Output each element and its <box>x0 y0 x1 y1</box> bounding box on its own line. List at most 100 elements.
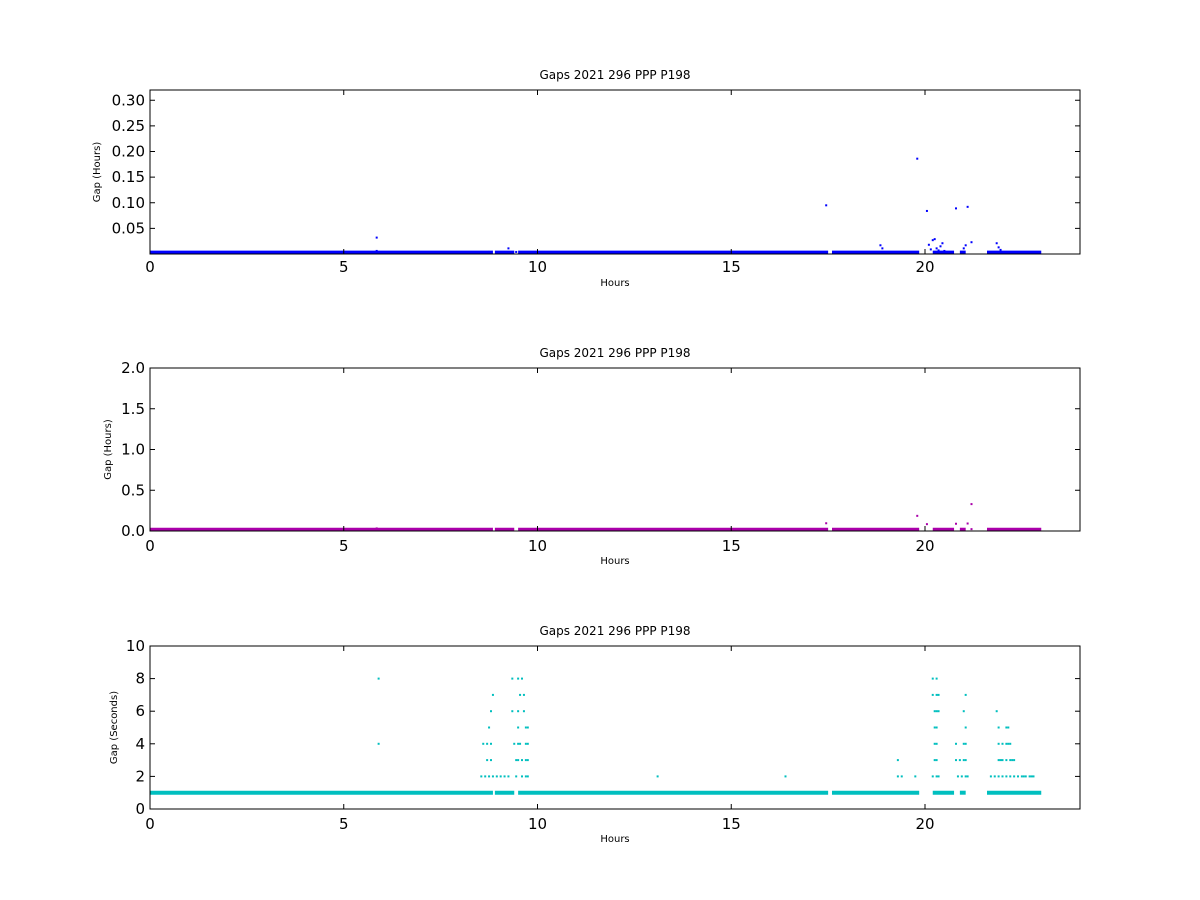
data-point <box>931 677 934 680</box>
data-point <box>490 759 492 762</box>
x-tick-label: 20 <box>915 258 934 276</box>
data-point <box>784 775 787 778</box>
data-point <box>1005 742 1008 745</box>
chart-title: Gaps 2021 296 PPP P198 <box>539 624 690 638</box>
data-point <box>515 775 518 778</box>
data-point <box>1013 775 1016 778</box>
data-point <box>515 250 518 253</box>
data-point <box>1032 775 1035 778</box>
data-point <box>997 726 1000 729</box>
y-tick-label: 0.25 <box>112 117 145 135</box>
data-point <box>522 693 525 696</box>
data-point <box>490 710 492 713</box>
data-point <box>933 726 936 729</box>
data-point <box>900 775 903 778</box>
y-tick-label: 4 <box>135 735 145 753</box>
data-point <box>955 742 957 745</box>
data-point <box>989 775 992 778</box>
data-point <box>507 775 510 778</box>
data-point <box>511 677 514 680</box>
x-tick-label: 5 <box>339 258 349 276</box>
data-point <box>935 726 938 729</box>
data-point <box>522 710 525 713</box>
data-point <box>1001 775 1004 778</box>
data-point <box>524 759 527 762</box>
data-point <box>956 775 959 778</box>
data-point <box>933 710 936 713</box>
data-point <box>1017 775 1019 778</box>
data-point <box>1013 759 1016 762</box>
data-point <box>970 528 973 531</box>
x-axis-label: Hours <box>600 278 629 289</box>
data-point <box>1028 775 1031 778</box>
y-tick-label: 0.0 <box>121 522 145 540</box>
y-tick-label: 2.0 <box>121 359 145 377</box>
data-point <box>964 759 967 762</box>
data-point <box>997 742 1000 745</box>
data-point <box>970 241 973 244</box>
data-point <box>935 693 938 696</box>
data-point <box>521 677 523 680</box>
data-point <box>519 693 522 696</box>
data-point <box>495 775 498 778</box>
data-point <box>896 775 899 778</box>
data-point <box>879 244 882 247</box>
data-point <box>517 742 520 745</box>
data-point <box>1011 759 1014 762</box>
data-point <box>503 775 506 778</box>
data-point <box>515 759 518 762</box>
data-point <box>925 523 928 526</box>
plot-frame <box>149 89 1081 255</box>
plot-frame <box>149 645 1081 810</box>
data-point <box>933 759 936 762</box>
x-axis-label: Hours <box>600 834 629 845</box>
data-point <box>375 249 378 252</box>
data-point <box>490 742 492 745</box>
data-point <box>491 775 494 778</box>
data-point <box>927 243 930 246</box>
data-point <box>377 742 380 745</box>
data-point <box>488 775 491 778</box>
x-tick-label: 0 <box>145 815 155 833</box>
data-point <box>484 775 487 778</box>
data-point <box>966 775 969 778</box>
data-point <box>962 710 965 713</box>
data-point <box>486 759 489 762</box>
data-point <box>1007 742 1010 745</box>
x-tick-label: 0 <box>145 258 155 276</box>
y-tick-label: 2 <box>135 767 145 785</box>
data-point <box>526 742 529 745</box>
data-point <box>955 207 957 210</box>
x-tick-label: 10 <box>528 258 547 276</box>
x-tick-label: 5 <box>339 537 349 555</box>
x-tick-label: 10 <box>528 537 547 555</box>
data-point <box>1005 726 1008 729</box>
data-point <box>937 710 940 713</box>
data-series <box>150 677 1042 795</box>
data-series <box>150 157 1042 255</box>
y-tick-label: 0.05 <box>112 219 145 237</box>
data-point <box>1024 775 1027 778</box>
data-point <box>999 248 1002 251</box>
y-axis-label: Gap (Hours) <box>103 419 114 480</box>
data-point <box>935 742 938 745</box>
data-point <box>964 742 967 745</box>
data-point <box>964 775 967 778</box>
data-point <box>1005 759 1008 762</box>
y-tick-label: 6 <box>135 702 145 720</box>
data-point <box>1007 726 1010 729</box>
data-point <box>935 677 938 680</box>
data-point <box>960 775 963 778</box>
data-point <box>526 775 529 778</box>
chart-title: Gaps 2021 296 PPP P198 <box>539 346 690 360</box>
x-tick-label: 0 <box>145 537 155 555</box>
data-point <box>517 759 520 762</box>
data-point <box>958 759 961 762</box>
data-point <box>937 693 940 696</box>
data-point <box>931 775 934 778</box>
data-point <box>1020 775 1023 778</box>
data-point <box>995 242 998 245</box>
data-point <box>480 775 483 778</box>
data-point <box>513 742 516 745</box>
